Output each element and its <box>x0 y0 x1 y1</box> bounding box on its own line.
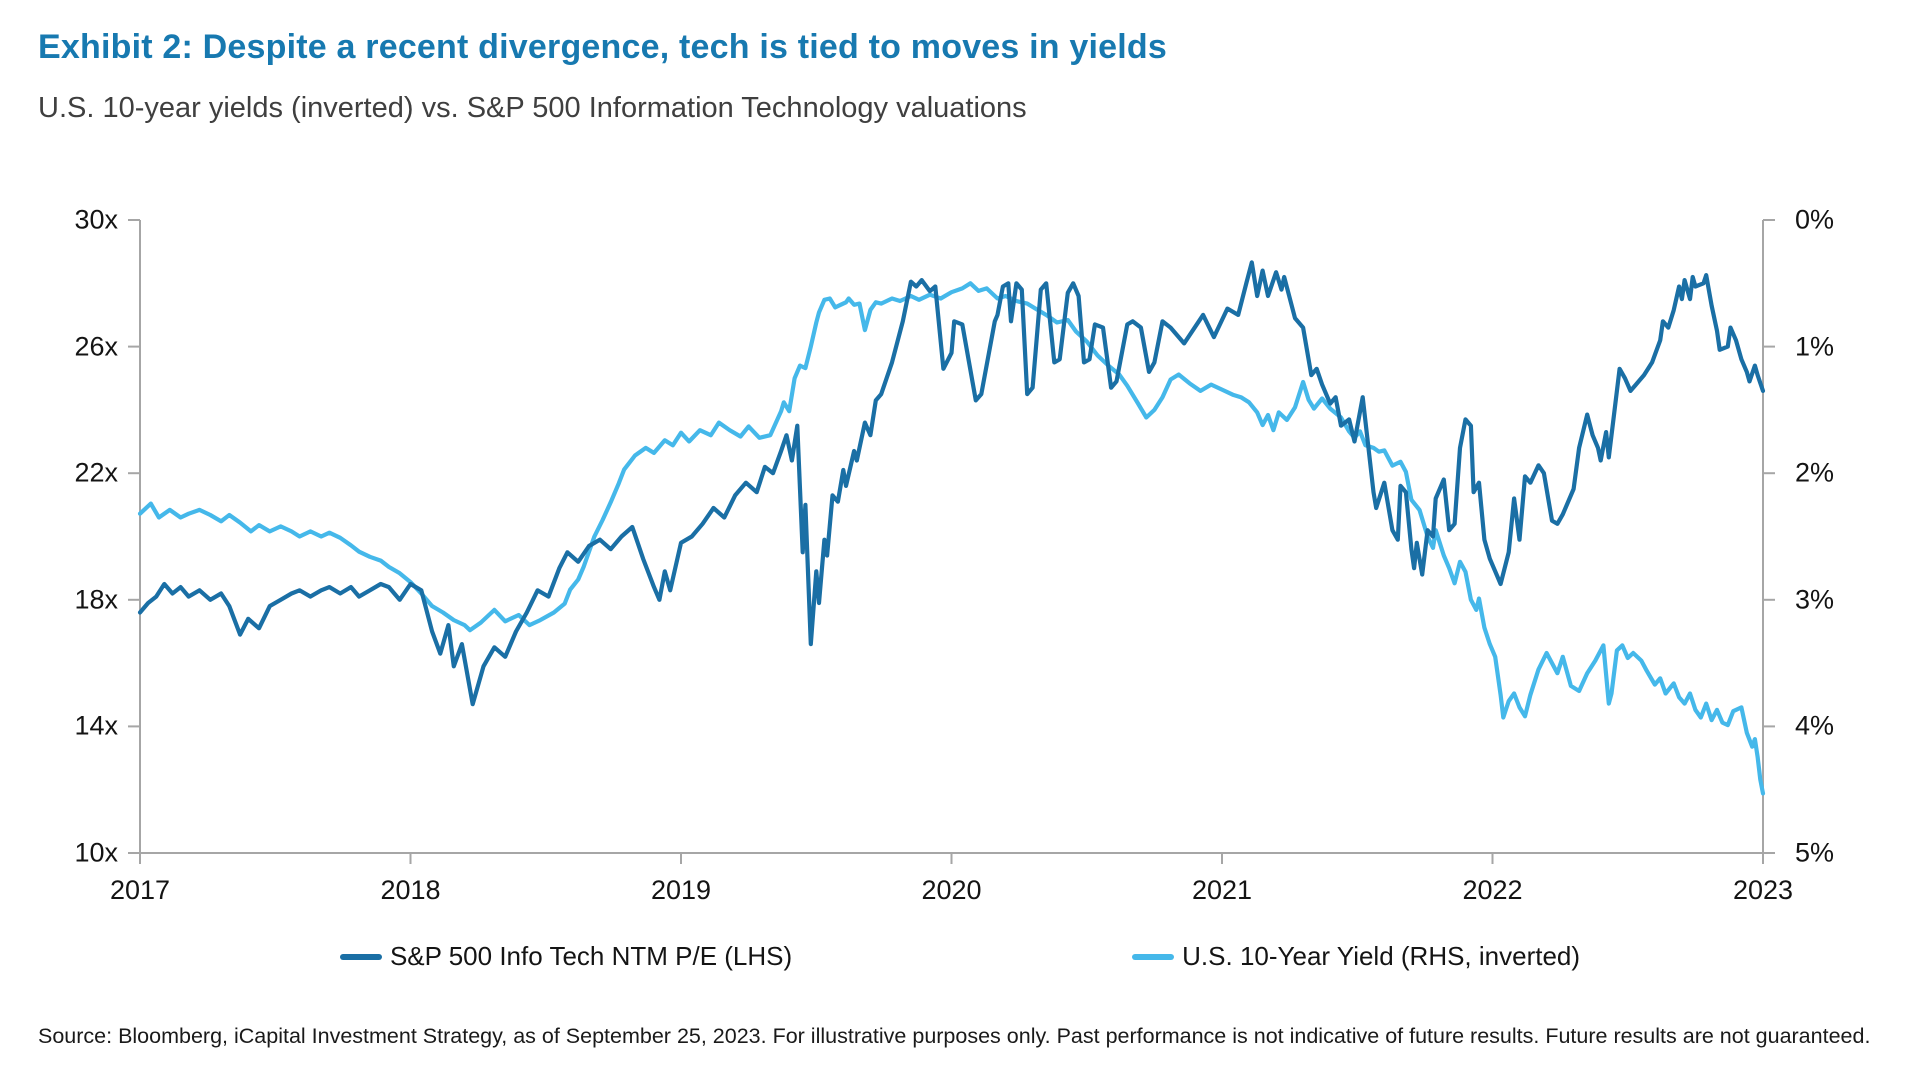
x-axis-tick-label: 2022 <box>1462 875 1523 905</box>
y-axis-left-tick-label: 26x <box>74 331 118 362</box>
y-axis-left-tick-label: 30x <box>74 204 118 235</box>
x-axis-tick-label: 2017 <box>109 875 171 905</box>
chart-legend: S&P 500 Info Tech NTM P/E (LHS) U.S. 10-… <box>0 941 1920 972</box>
chart-subtitle: U.S. 10-year yields (inverted) vs. S&P 5… <box>38 92 1027 124</box>
y-axis-right-tick-label: 1% <box>1795 331 1835 362</box>
y-axis-left-tick-label: 14x <box>74 710 118 741</box>
legend-label-pe: S&P 500 Info Tech NTM P/E (LHS) <box>389 941 793 971</box>
yield-line <box>137 281 1766 796</box>
y-axis-right-tick-label: 4% <box>1795 710 1835 741</box>
x-axis-tick-label: 2023 <box>1732 875 1794 905</box>
y-axis-right-tick-label: 0% <box>1795 204 1835 235</box>
x-axis-tick-label: 2021 <box>1191 875 1253 905</box>
y-axis-left-tick-label: 10x <box>74 837 118 868</box>
y-axis-left-tick-label: 18x <box>74 584 118 615</box>
y-axis-right-tick-label: 5% <box>1795 837 1835 868</box>
source-footnote: Source: Bloomberg, iCapital Investment S… <box>38 1024 1871 1048</box>
legend-item-yield: U.S. 10-Year Yield (RHS, inverted) <box>1132 941 1580 972</box>
y-axis-left-tick-label: 22x <box>74 457 118 488</box>
legend-item-pe: S&P 500 Info Tech NTM P/E (LHS) <box>339 941 793 972</box>
y-axis-right-tick-label: 2% <box>1795 457 1835 488</box>
x-axis-tick-label: 2018 <box>380 875 441 905</box>
legend-label-yield: U.S. 10-Year Yield (RHS, inverted) <box>1182 941 1581 971</box>
y-axis-right-tick-label: 3% <box>1795 584 1835 615</box>
x-axis-tick-label: 2020 <box>921 875 982 905</box>
yield-line-swatch-icon <box>1132 953 1175 960</box>
x-axis-tick-label: 2019 <box>650 875 712 905</box>
pe-line <box>137 260 1766 707</box>
page-title: Exhibit 2: Despite a recent divergence, … <box>38 28 1168 66</box>
pe-line-swatch-icon <box>339 953 382 960</box>
